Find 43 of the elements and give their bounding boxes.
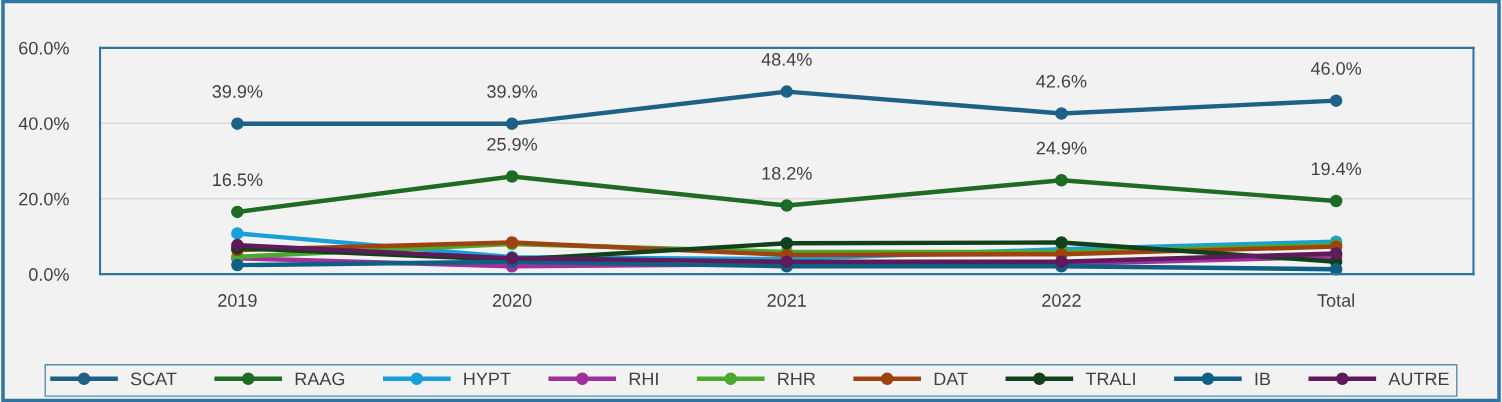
data-label: 18.2% xyxy=(762,166,812,180)
legend-label: RHR xyxy=(778,372,816,386)
data-label: 39.9% xyxy=(212,85,263,98)
point xyxy=(505,170,519,183)
point xyxy=(1329,194,1343,208)
point xyxy=(1055,173,1068,187)
point xyxy=(231,258,244,272)
point xyxy=(231,117,244,130)
data-label: 24.9% xyxy=(1036,141,1087,155)
point xyxy=(1055,107,1068,120)
y-tick-label: 0.0% xyxy=(29,268,69,281)
legend-label: AUTRE xyxy=(1388,372,1449,386)
legend-label: RAAG xyxy=(295,372,345,386)
legend-label: DAT xyxy=(934,372,968,386)
point xyxy=(1055,236,1068,249)
point xyxy=(231,227,244,240)
point xyxy=(1329,247,1343,260)
data-label: 25.9% xyxy=(487,137,538,151)
point xyxy=(1329,94,1343,107)
data-label: 46.0% xyxy=(1310,62,1362,75)
point xyxy=(780,85,793,98)
point xyxy=(780,236,793,250)
y-tick-label: 20.0% xyxy=(19,192,69,206)
data-label: 19.4% xyxy=(1311,162,1362,176)
legend-label: TRALI xyxy=(1085,372,1135,386)
data-label: 42.6% xyxy=(1036,74,1087,88)
data-label: 39.9% xyxy=(487,85,538,98)
point xyxy=(231,205,244,219)
y-tick-label: 60.0% xyxy=(19,41,69,55)
x-tick-label: 2021 xyxy=(767,294,806,307)
data-label: 48.4% xyxy=(761,53,812,66)
y-tick-label: 40.0% xyxy=(18,117,69,130)
x-tick-label: 2020 xyxy=(492,294,532,307)
x-tick-label: 2022 xyxy=(1042,294,1081,307)
point xyxy=(505,117,519,130)
x-tick-label: Total xyxy=(1317,293,1354,307)
legend-label: IB xyxy=(1255,372,1271,386)
data-label: 16.5% xyxy=(213,173,263,187)
legend-label: RHI xyxy=(629,372,658,386)
legend-label: HYPT xyxy=(464,372,511,386)
point xyxy=(780,199,793,212)
legend-label: SCAT xyxy=(130,372,177,386)
x-tick-label: 2019 xyxy=(218,294,257,307)
